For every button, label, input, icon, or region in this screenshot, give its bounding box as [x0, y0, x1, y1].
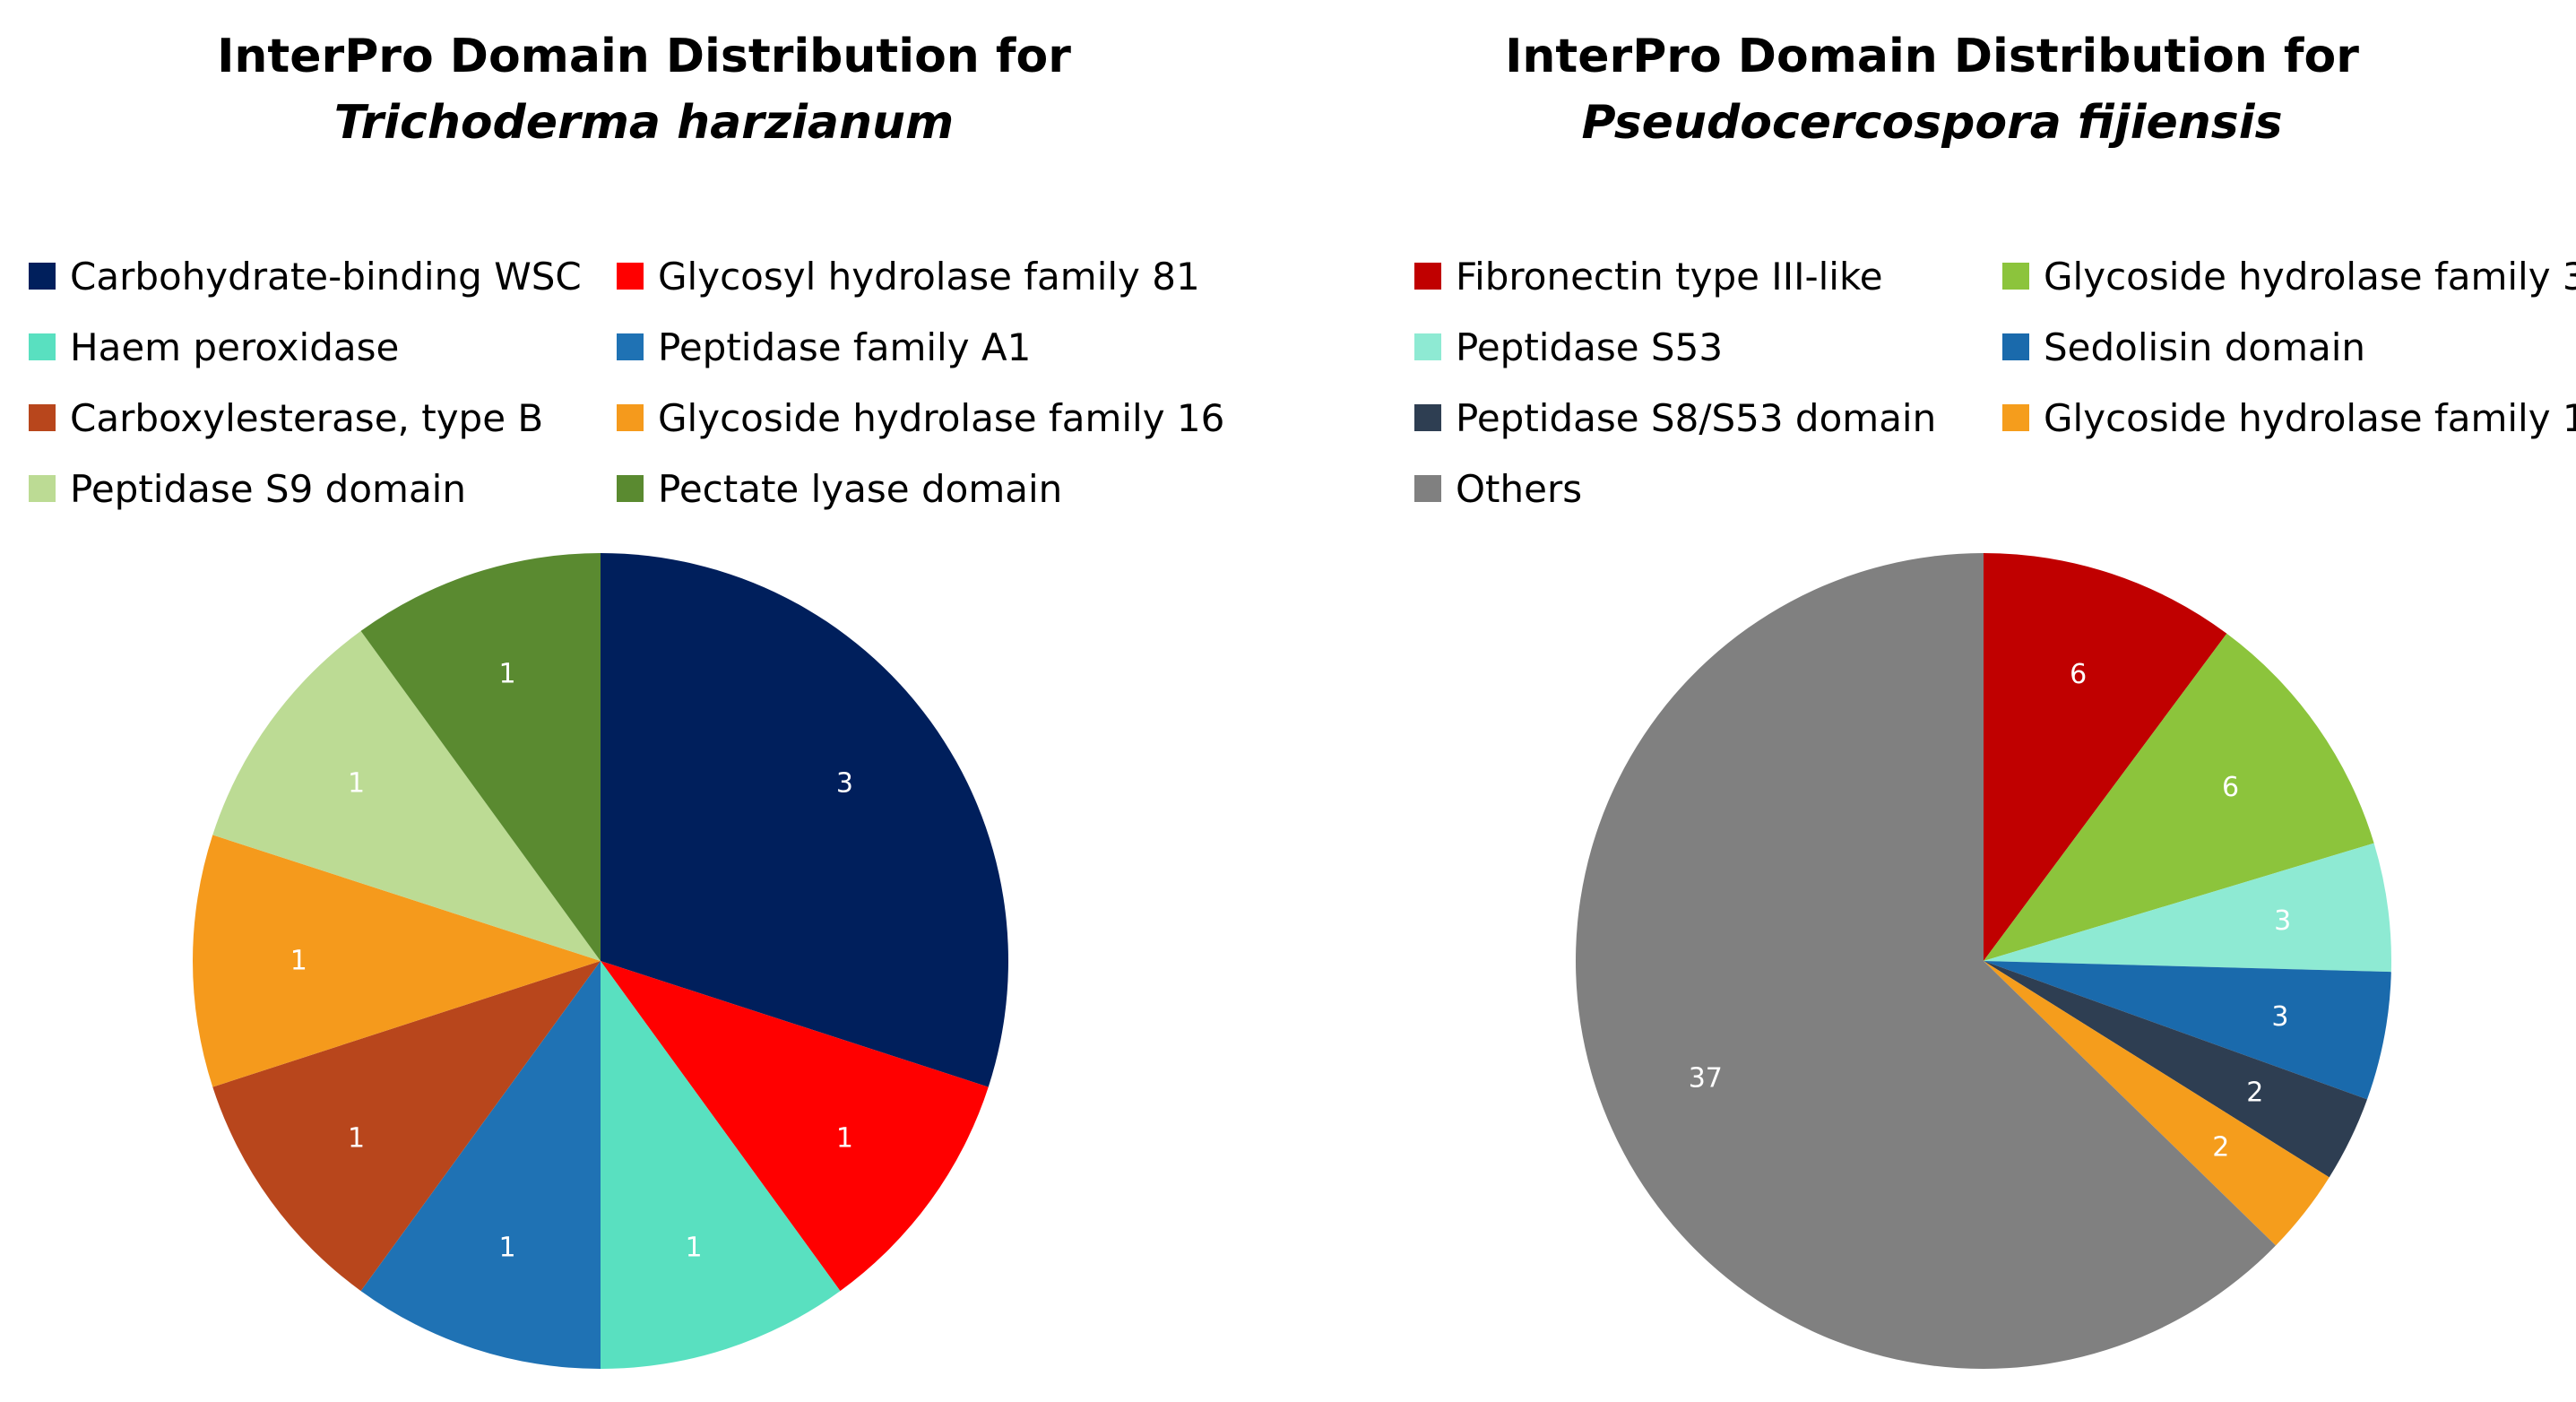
legend-item: Peptidase S9 domain	[29, 460, 466, 517]
legend-item: Glycoside hydrolase family 18	[2002, 389, 2576, 446]
legend-swatch	[1414, 263, 1441, 290]
legend-item: Peptidase S8/S53 domain	[1414, 389, 1936, 446]
legend-item: Haem peroxidase	[29, 318, 399, 376]
legend-item: Fibronectin type III-like	[1414, 247, 1883, 305]
pie-slice	[1576, 553, 2276, 1369]
legend-item: Pectate lyase domain	[617, 460, 1062, 517]
legend-item: Glycoside hydrolase family 16	[617, 389, 1224, 446]
chart-title-line: InterPro Domain Distribution for	[217, 30, 1071, 83]
legend-item: Others	[1414, 460, 1582, 517]
slice-data-label: 1	[685, 1233, 702, 1264]
slice-data-label: 1	[498, 658, 515, 689]
legend-swatch	[2002, 404, 2029, 431]
legend-label: Peptidase S8/S53 domain	[1456, 395, 1937, 440]
legend-swatch	[29, 404, 56, 431]
legend-label: Glycoside hydrolase family 18	[2044, 395, 2576, 440]
legend-swatch	[617, 333, 644, 360]
chart-subtitle: Trichoderma harzianum	[333, 96, 955, 150]
slice-data-label: 6	[2222, 772, 2239, 803]
slice-data-label: 1	[498, 1233, 515, 1264]
pie-slice	[212, 630, 601, 961]
legend-label: Carbohydrate-binding WSC	[70, 254, 582, 299]
slice-data-label: 6	[2070, 659, 2087, 690]
pie-slice	[360, 553, 601, 961]
legend-item: Carbohydrate-binding WSC	[29, 247, 582, 305]
slice-data-label: 2	[2246, 1077, 2263, 1109]
pie-slice	[1984, 633, 2374, 961]
legend-label: Others	[1456, 466, 1583, 511]
pie-slice	[1984, 961, 2368, 1178]
pie-slice	[1984, 843, 2392, 973]
legend-label: Pectate lyase domain	[658, 466, 1063, 511]
pie-slice	[360, 961, 601, 1369]
slice-data-label: 2	[2212, 1131, 2229, 1163]
slice-data-label: 1	[836, 1122, 853, 1154]
chart-pseudocercospora: InterPro Domain Distribution for Pseudoc…	[1288, 0, 2576, 1402]
slice-data-label: 3	[836, 768, 853, 800]
slice-data-label: 3	[2271, 1001, 2288, 1033]
slice-data-label: 3	[2274, 905, 2291, 937]
pie-slice	[1984, 961, 2391, 1100]
legend-label: Glycosyl hydrolase family 81	[658, 254, 1200, 299]
legend-swatch	[1414, 475, 1441, 502]
pie-chart: 6 6 3 3 22 37	[1576, 553, 2392, 1369]
legend-swatch	[1414, 404, 1441, 431]
legend-label: Peptidase S53	[1456, 325, 1724, 369]
pie-slice	[601, 961, 841, 1369]
slice-data-label: 1	[348, 1122, 365, 1154]
legend-swatch	[617, 263, 644, 290]
slice-data-label: 37	[1689, 1062, 1723, 1094]
legend-label: Sedolisin domain	[2044, 325, 2366, 369]
slice-data-label: 1	[348, 768, 365, 800]
legend-item: Glycosyl hydrolase family 81	[617, 247, 1200, 305]
pie-slice	[1984, 961, 2330, 1246]
pie-slice	[601, 961, 989, 1292]
legend-swatch	[617, 475, 644, 502]
chart-trichoderma: InterPro Domain Distribution for Trichod…	[29, 30, 1224, 1369]
legend-item: Sedolisin domain	[2002, 318, 2365, 376]
pie-slice	[212, 961, 601, 1292]
legend-swatch	[29, 333, 56, 360]
legend-label: Glycoside hydrolase family 3	[2044, 254, 2576, 299]
legend-label: Haem peroxidase	[70, 325, 400, 369]
legend-item: Glycoside hydrolase family 3	[2002, 247, 2576, 305]
pie-chart: 3 1 1 1 1 1 1 1	[193, 553, 1008, 1369]
legend-item: Peptidase S53	[1414, 318, 1723, 376]
legend-swatch	[29, 475, 56, 502]
chart-title-line: InterPro Domain Distribution for	[1505, 30, 2359, 83]
legend-swatch	[2002, 333, 2029, 360]
legend-item: Carboxylesterase, type B	[29, 389, 543, 446]
pie-slice	[1984, 553, 2227, 961]
chart-subtitle: Pseudocercospora fijiensis	[1581, 96, 2283, 150]
legend-swatch	[29, 263, 56, 290]
legend-label: Peptidase family A1	[658, 325, 1032, 369]
legend-label: Fibronectin type III-like	[1456, 254, 1883, 299]
legend-swatch	[2002, 263, 2029, 290]
legend-item: Peptidase family A1	[617, 318, 1031, 376]
legend-swatch	[1414, 333, 1441, 360]
legend-swatch	[617, 404, 644, 431]
pie-slice	[193, 835, 601, 1087]
legend-label: Carboxylesterase, type B	[70, 395, 544, 440]
legend-label: Peptidase S9 domain	[70, 466, 466, 511]
slice-data-label: 1	[290, 946, 307, 977]
legend-label: Glycoside hydrolase family 16	[658, 395, 1225, 440]
pie-slice	[601, 553, 1008, 1087]
